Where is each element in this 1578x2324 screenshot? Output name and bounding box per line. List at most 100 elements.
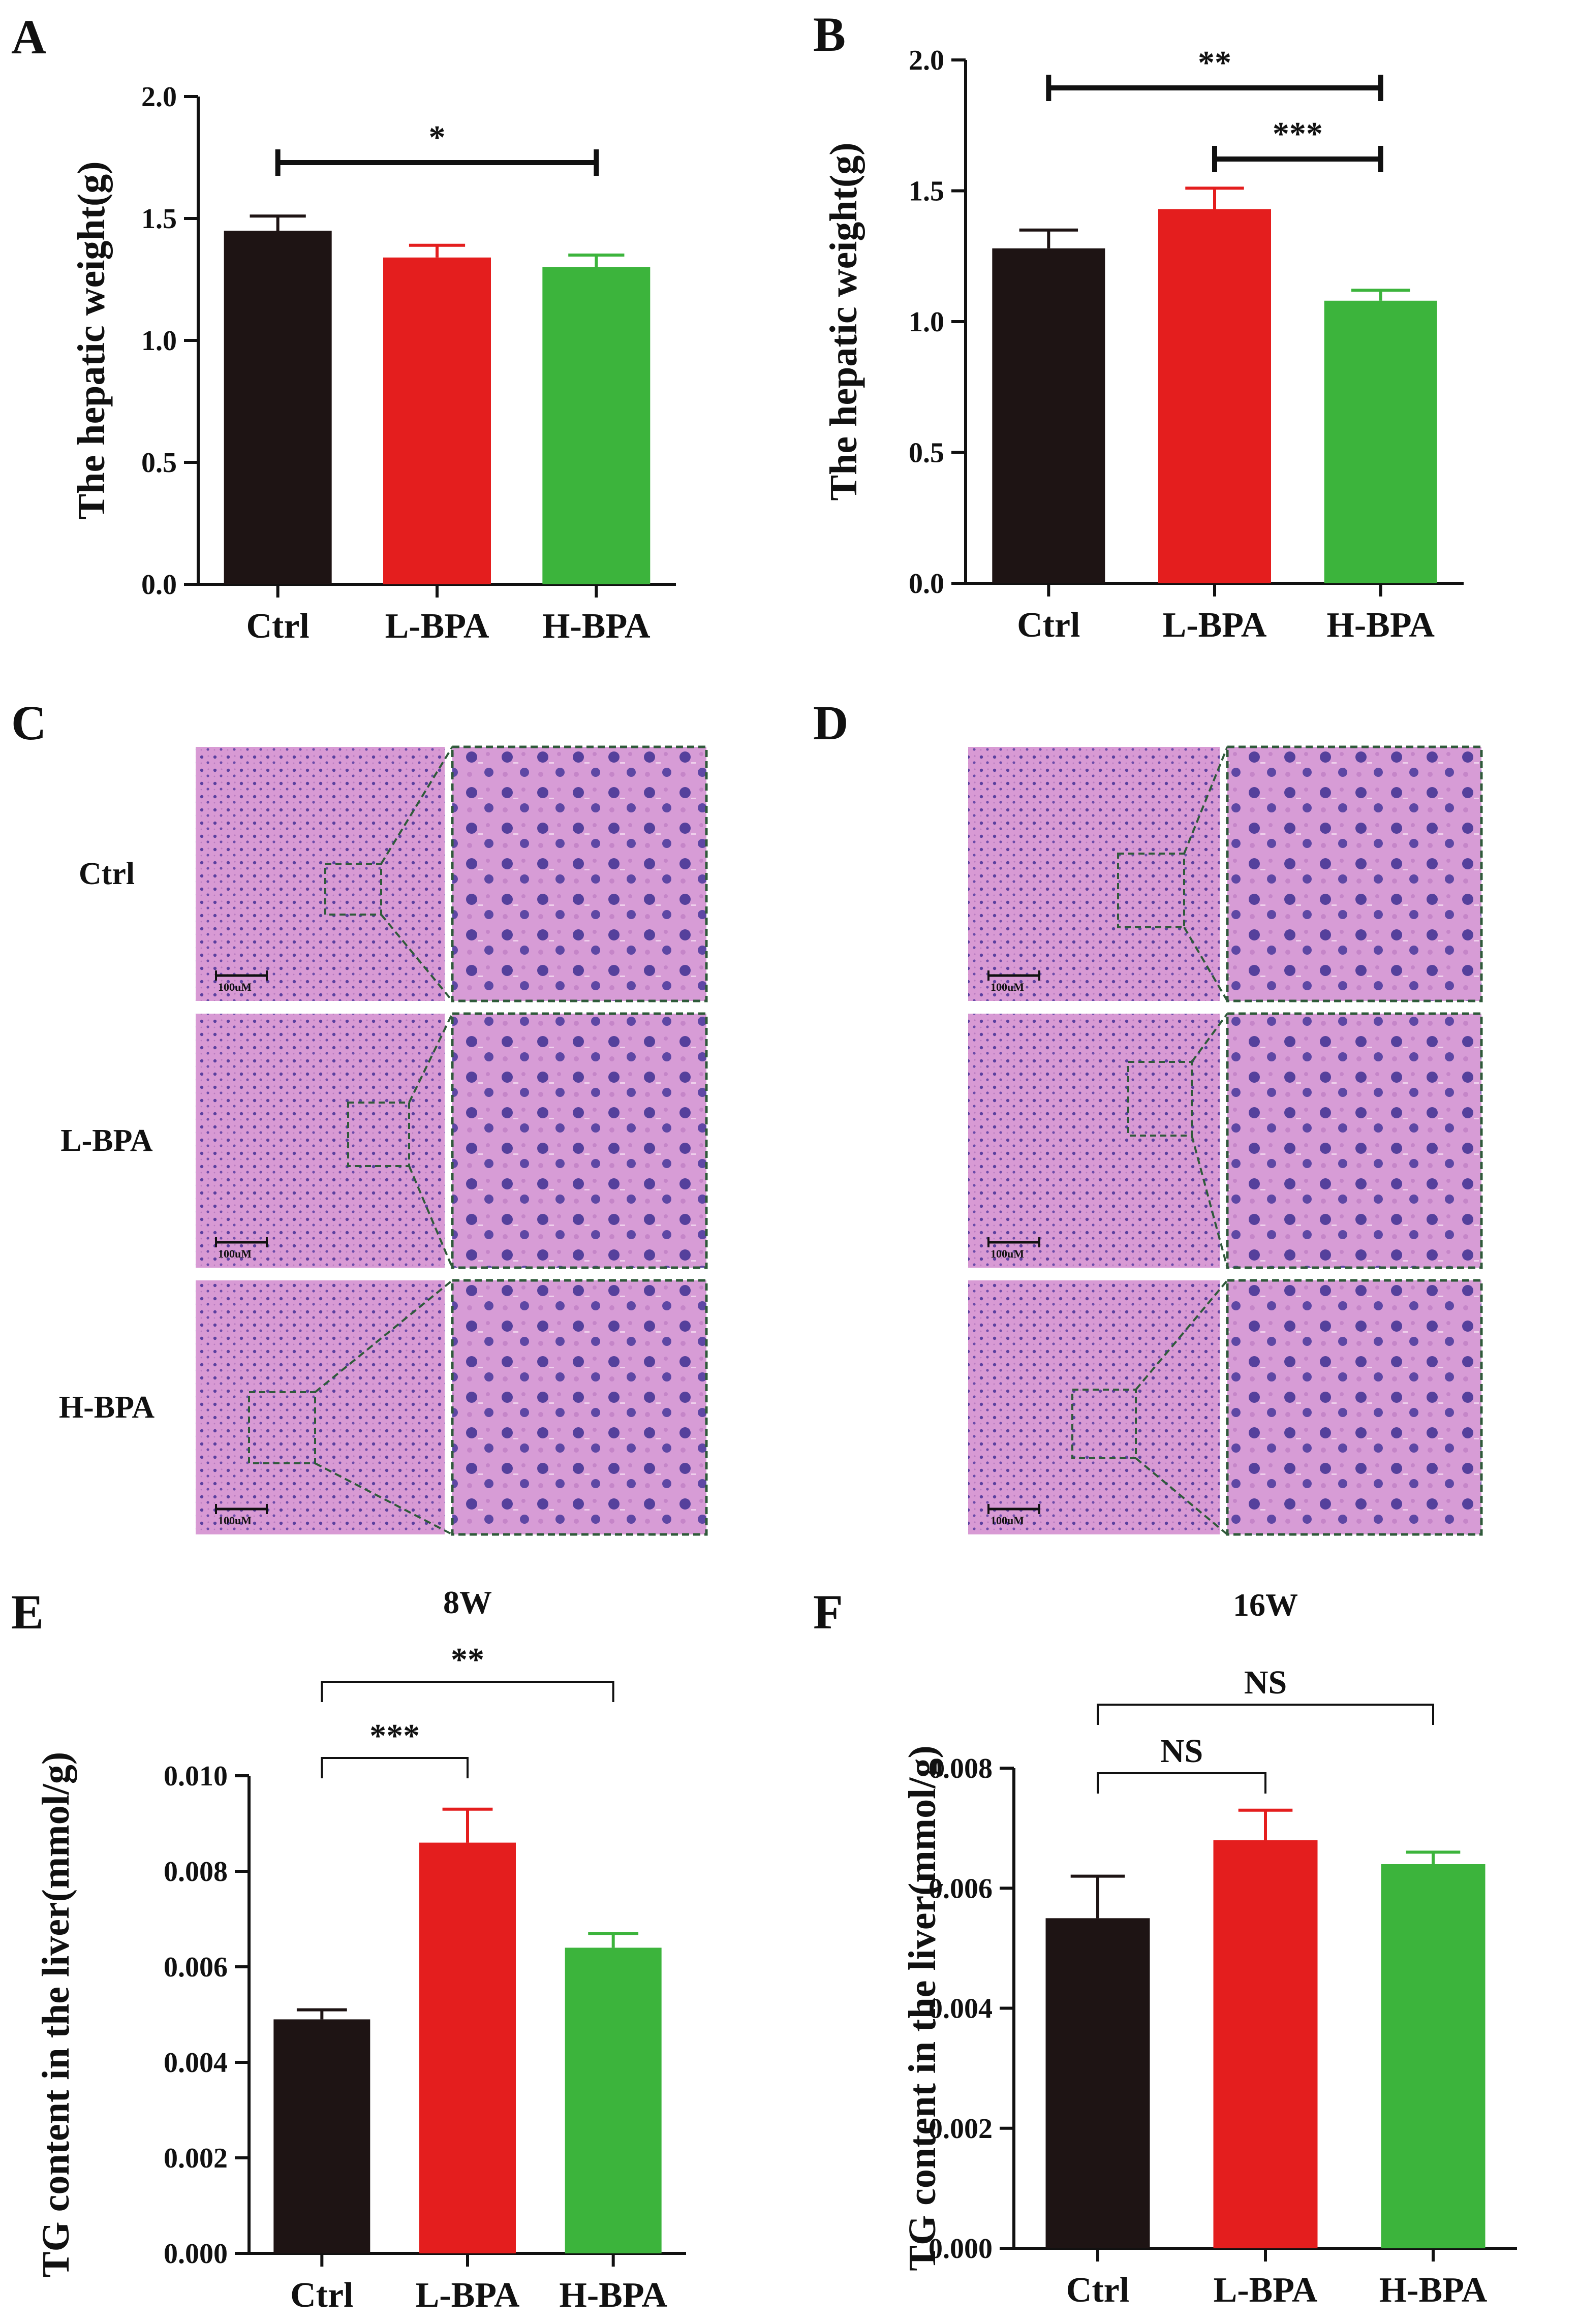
x-category-label: Ctrl (290, 2276, 353, 2315)
y-tick-label: 0.000 (164, 2238, 228, 2270)
histology-image-low-mag (968, 1014, 1220, 1268)
zoom-connector (380, 746, 453, 865)
significance-bracket (321, 1757, 469, 1778)
x-category-label: H-BPA (542, 607, 651, 646)
histology-image-high-mag (452, 1014, 706, 1268)
histology-image-low-mag (196, 1014, 445, 1268)
scale-bar-label: 100uM (218, 1247, 252, 1260)
histology-image-high-mag (452, 747, 706, 1001)
zoom-connector (315, 1462, 453, 1535)
y-tick-label: 0.0 (909, 568, 944, 600)
panel-letter-a: A (11, 10, 46, 64)
histology-row-label: H-BPA (59, 1390, 154, 1425)
scale-bar-label: 100uM (218, 1514, 252, 1527)
bar-ctrl (224, 231, 332, 584)
high-mag-frame (451, 1012, 708, 1269)
high-mag-frame (451, 745, 708, 1002)
zoom-connector (1191, 1013, 1228, 1063)
high-mag-frame (1226, 745, 1483, 1002)
x-category-label: Ctrl (246, 607, 309, 646)
zoom-connector (380, 914, 453, 1002)
significance-label: * (429, 119, 446, 156)
y-tick-label: 0.5 (141, 447, 177, 479)
zoom-connector (408, 1013, 453, 1103)
zoom-region-box (1071, 1389, 1137, 1459)
y-tick-label: 2.0 (141, 81, 177, 113)
y-tick-label: 0.006 (164, 1952, 228, 1983)
histology-panel-d: 100uM 100uM 100uM (968, 745, 1483, 1536)
panel-letter-b: B (813, 7, 846, 61)
y-tick-label: 0.5 (909, 437, 944, 469)
chart-a: 0.0 0.5 1.0 1.5 2.0 The hepatic weight(g) Ctrl… (70, 81, 676, 646)
zoom-connector (408, 1166, 453, 1268)
zoom-region-box (1117, 853, 1185, 928)
zoom-region-box (248, 1391, 316, 1464)
zoom-connector (1183, 746, 1228, 854)
histology-panel-c: Ctrl 100uM L-BPA 100uM H-BPA 100uM (59, 745, 708, 1536)
zoom-region-box (347, 1102, 410, 1167)
significance-bracket (1097, 1772, 1266, 1794)
scale-bar-label: 100uM (218, 981, 252, 993)
zoom-connector (1191, 1135, 1228, 1268)
y-tick-label: 1.0 (909, 306, 944, 338)
x-category-label: H-BPA (1326, 606, 1435, 645)
bar-ctrl (1045, 1918, 1150, 2248)
scale-bar-label: 100uM (991, 981, 1024, 993)
bar-l-bpa (419, 1842, 516, 2253)
x-category-label: Ctrl (1017, 606, 1080, 645)
y-tick-label: 0.004 (929, 1993, 993, 2025)
panel-letter-c: C (11, 696, 46, 750)
chart-e: 8W 0.000 0.002 0.004 0.006 0.008 0.010 TG conte… (35, 1584, 686, 2315)
significance-label: *** (1273, 115, 1323, 152)
chart-title-e: 8W (443, 1584, 492, 1620)
significance-label: *** (369, 1717, 420, 1754)
histology-image-low-mag (968, 747, 1220, 1001)
histology-image-low-mag (196, 747, 445, 1001)
y-tick-label: 0.008 (164, 1856, 228, 1888)
chart-b: 0.0 0.5 1.0 1.5 2.0 The hepatic weight(g) Ctrl… (822, 44, 1464, 645)
chart-title-f: 16W (1233, 1587, 1298, 1623)
x-category-label: Ctrl (1066, 2271, 1129, 2310)
zoom-connector (1183, 926, 1228, 1002)
high-mag-frame (1226, 1012, 1483, 1269)
x-category-label: L-BPA (416, 2276, 520, 2315)
histology-image-high-mag (452, 1280, 706, 1534)
high-mag-frame (1226, 1279, 1483, 1536)
x-category-label: L-BPA (1214, 2271, 1318, 2310)
y-tick-label: 0.004 (164, 2047, 228, 2079)
bar-h-bpa (1381, 1864, 1486, 2248)
scale-bar-label: 100uM (991, 1247, 1024, 1260)
bar-ctrl (273, 2019, 370, 2253)
histology-row-label: L-BPA (60, 1123, 153, 1158)
zoom-connector (1135, 1279, 1228, 1391)
significance-bracket (1097, 1704, 1434, 1725)
histology-image-high-mag (1227, 1014, 1481, 1268)
significance-label: NS (1160, 1733, 1203, 1770)
histology-image-high-mag (1227, 747, 1481, 1001)
histology-row-label: Ctrl (79, 857, 135, 891)
x-category-label: L-BPA (1163, 606, 1267, 645)
zoom-region-box (324, 863, 382, 916)
bar-h-bpa (565, 1948, 662, 2253)
significance-label: ** (1198, 44, 1231, 81)
y-tick-label: 0.002 (164, 2143, 228, 2174)
panel-letter-d: D (813, 696, 848, 750)
significance-label: ** (451, 1641, 484, 1678)
panel-letter-e: E (11, 1585, 44, 1639)
significance-bracket (321, 1681, 614, 1702)
histology-image-low-mag (196, 1280, 445, 1534)
y-tick-label: 0.000 (929, 2233, 993, 2265)
x-category-label: H-BPA (1379, 2271, 1488, 2310)
x-category-label: L-BPA (385, 607, 489, 646)
y-tick-label: 0.006 (929, 1873, 993, 1904)
y-tick-label: 0.0 (141, 569, 177, 601)
y-tick-label: 2.0 (909, 45, 944, 76)
bar-l-bpa (383, 257, 491, 584)
y-tick-label: 0.002 (929, 2113, 993, 2145)
scale-bar-label: 100uM (991, 1514, 1024, 1527)
zoom-connector (314, 1279, 453, 1393)
y-tick-label: 0.008 (929, 1753, 993, 1784)
x-category-label: H-BPA (559, 2276, 667, 2315)
bar-l-bpa (1158, 209, 1271, 583)
